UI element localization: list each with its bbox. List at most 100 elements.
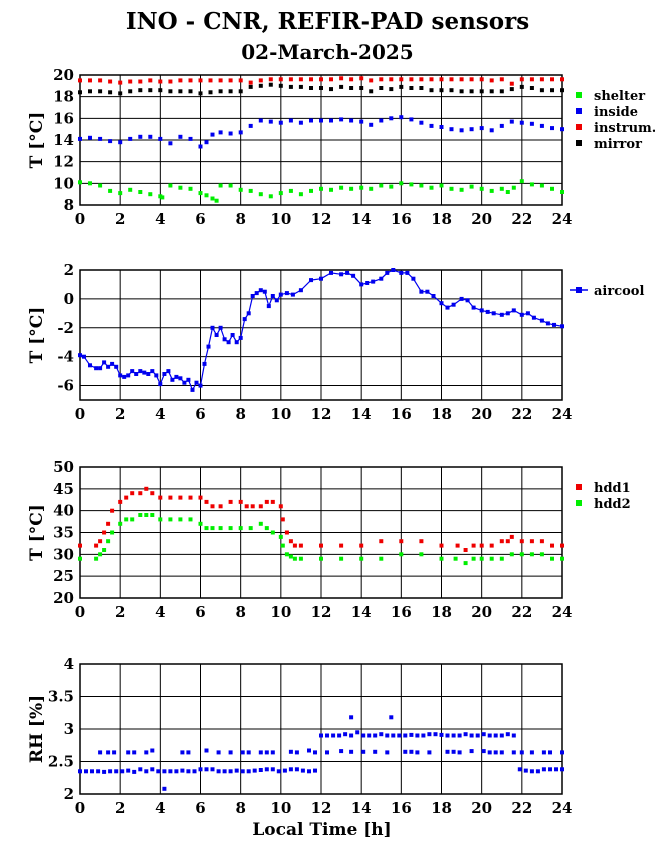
panel3-legend-swatch bbox=[576, 484, 582, 490]
panel3-data-point bbox=[210, 504, 215, 509]
panel1-data-point bbox=[439, 125, 444, 129]
panel4-data-point bbox=[367, 733, 372, 738]
panel2-x-tick-label: 10 bbox=[270, 405, 291, 423]
panel1-data-point bbox=[268, 82, 273, 87]
panel2-data-point bbox=[154, 373, 159, 378]
panel1-data-point bbox=[128, 79, 133, 84]
panel2-data-point bbox=[238, 335, 243, 340]
panel1-x-tick-label: 8 bbox=[235, 210, 245, 228]
panel3-data-point bbox=[479, 556, 484, 561]
panel3-data-point bbox=[471, 556, 476, 561]
panel2-data-point bbox=[405, 270, 410, 275]
panel3-data-point bbox=[339, 556, 344, 561]
panel3-data-point bbox=[359, 543, 364, 548]
panel1-data-point bbox=[509, 87, 514, 92]
panel1-data-point bbox=[550, 186, 554, 191]
panel2-plot-frame bbox=[79, 269, 563, 401]
panel1-data-point bbox=[409, 117, 414, 122]
panel3-data-point bbox=[560, 556, 564, 561]
panel1-data-point bbox=[429, 88, 434, 93]
panel1-data-point bbox=[419, 77, 424, 82]
panel4-data-point bbox=[180, 768, 185, 773]
panel4-data-point bbox=[246, 750, 251, 755]
panel1-data-point bbox=[188, 89, 193, 94]
panel4-data-point bbox=[493, 750, 498, 755]
panel4-data-point bbox=[270, 750, 275, 755]
panel4-data-point bbox=[389, 715, 394, 720]
panel1-data-point bbox=[298, 84, 303, 89]
panel4-data-point bbox=[529, 769, 534, 774]
panel1-data-point bbox=[108, 139, 113, 144]
panel4-y-tick-label: 3.5 bbox=[48, 688, 74, 706]
panel1-data-point bbox=[248, 84, 253, 89]
panel3-data-point bbox=[270, 530, 275, 535]
panel1-data-point bbox=[168, 89, 173, 94]
panel3-data-point bbox=[102, 548, 107, 552]
panel3-data-point bbox=[292, 543, 297, 548]
panel3-data-point bbox=[130, 491, 135, 496]
panel4-data-point bbox=[548, 750, 552, 755]
panel4-data-point bbox=[421, 733, 426, 738]
panel1-y-tick-label: 20 bbox=[53, 66, 74, 84]
panel3-data-point bbox=[130, 517, 135, 522]
panel4-y-tick-label: 3 bbox=[64, 720, 74, 738]
panel1-data-point bbox=[158, 136, 163, 141]
panel4-data-point bbox=[529, 750, 534, 755]
panel3-data-point bbox=[284, 530, 289, 535]
panel1-data-point bbox=[539, 123, 544, 128]
panel1-data-point bbox=[268, 194, 273, 199]
panel4-x-tick-label: 22 bbox=[511, 799, 532, 817]
panel1-data-point bbox=[178, 89, 183, 94]
panel1-data-point bbox=[128, 187, 133, 192]
panel2-data-point bbox=[178, 376, 183, 381]
panel1-data-point bbox=[511, 185, 516, 190]
panel2-data-point bbox=[222, 337, 227, 342]
panel4-data-point bbox=[493, 733, 498, 738]
panel1-data-point bbox=[168, 183, 173, 188]
panel4-data-point bbox=[339, 749, 344, 754]
panel2-data-point bbox=[379, 276, 384, 281]
panel2-data-point bbox=[106, 364, 111, 369]
panel1-data-point bbox=[228, 78, 233, 83]
panel1-data-point bbox=[108, 79, 113, 84]
panel4-data-point bbox=[240, 769, 245, 774]
panel1-data-point bbox=[118, 140, 123, 145]
panel2-data-point bbox=[246, 311, 251, 316]
panel2-data-point bbox=[122, 374, 127, 379]
panel4-data-point bbox=[560, 750, 564, 755]
panel2-y-tick-label: -4 bbox=[57, 348, 74, 366]
panel4-data-point bbox=[138, 767, 143, 772]
panel4-data-point bbox=[415, 750, 420, 755]
panel3-data-point bbox=[168, 495, 173, 500]
panel1-data-point bbox=[479, 186, 484, 191]
panel1-data-point bbox=[505, 190, 510, 194]
panel3-data-point bbox=[419, 539, 424, 544]
panel2-x-tick-label: 14 bbox=[351, 405, 372, 423]
panel3-data-point bbox=[110, 508, 115, 513]
panel1-data-point bbox=[178, 185, 183, 190]
panel1-data-point bbox=[409, 182, 414, 187]
panel1-data-point bbox=[268, 119, 273, 124]
panel2-y-tick-label: 2 bbox=[64, 261, 74, 279]
panel4-data-point bbox=[457, 733, 462, 738]
panel4-data-point bbox=[96, 769, 101, 774]
panel3-data-point bbox=[118, 499, 123, 504]
panel1-data-point bbox=[204, 140, 209, 145]
panel3-data-point bbox=[560, 543, 564, 548]
panel4-data-point bbox=[132, 769, 137, 774]
panel1-data-point bbox=[148, 134, 153, 139]
panel3-data-point bbox=[292, 556, 297, 561]
panel3-data-point bbox=[244, 504, 249, 509]
panel1-data-point bbox=[499, 77, 504, 82]
panel2-data-point bbox=[505, 311, 510, 316]
panel2-data-point bbox=[511, 308, 516, 313]
panel4-data-point bbox=[228, 750, 233, 755]
panel2-data-point bbox=[114, 364, 119, 369]
panel3-data-point bbox=[124, 495, 129, 500]
panel1-data-point bbox=[98, 89, 103, 94]
panel4-data-point bbox=[548, 767, 552, 772]
panel1-data-point bbox=[288, 84, 293, 89]
panel3-data-point bbox=[110, 530, 115, 535]
panel4-data-point bbox=[487, 733, 492, 738]
panel2-data-point bbox=[242, 317, 247, 322]
